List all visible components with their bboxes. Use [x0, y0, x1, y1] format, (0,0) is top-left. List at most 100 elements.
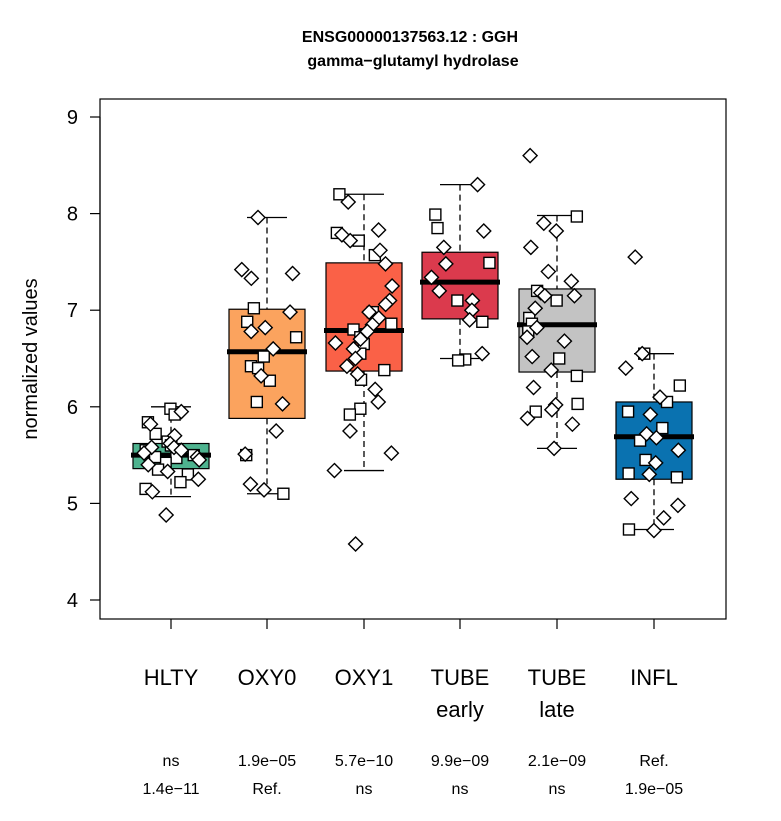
data-point-diamond — [340, 194, 357, 210]
data-point-diamond — [535, 215, 552, 232]
data-point-diamond — [627, 249, 644, 266]
data-point-diamond — [384, 278, 401, 295]
data-point-diamond — [158, 507, 175, 523]
category-label: TUBE — [431, 665, 490, 690]
data-point-square — [673, 379, 687, 392]
data-point-diamond — [136, 445, 152, 462]
data-point-diamond — [543, 362, 560, 379]
data-point-diamond — [242, 476, 259, 493]
group-oxy1 — [324, 188, 404, 629]
category-label: OXY1 — [335, 665, 394, 690]
data-point-square — [622, 467, 635, 480]
data-point-square — [529, 405, 542, 418]
data-point-square — [250, 395, 264, 409]
data-point-diamond — [140, 456, 157, 473]
data-point-diamond — [233, 261, 250, 278]
data-point-square — [656, 421, 669, 435]
data-point-square — [431, 221, 444, 235]
data-point-diamond — [284, 265, 301, 282]
data-point-square — [570, 210, 584, 223]
data-point-diamond — [474, 345, 491, 362]
y-axis-label: normalized values — [20, 278, 42, 439]
data-point-square — [174, 475, 187, 489]
data-point-diamond — [257, 319, 274, 336]
data-point-square — [571, 397, 584, 411]
data-point-diamond — [647, 454, 664, 471]
data-point-diamond — [566, 287, 583, 304]
data-point-diamond — [522, 147, 539, 164]
data-point-diamond — [525, 379, 542, 396]
data-point-diamond — [265, 340, 282, 357]
data-point-diamond — [282, 304, 299, 321]
data-point-diamond — [342, 422, 358, 439]
data-point-diamond — [142, 416, 159, 433]
data-point-diamond — [546, 440, 563, 457]
p-value-label: ns — [356, 781, 373, 798]
data-point-square — [181, 468, 195, 481]
p-value-label: Ref. — [252, 781, 281, 798]
data-point-diamond — [191, 451, 208, 468]
data-point-diamond — [556, 333, 573, 350]
data-point-diamond — [645, 522, 662, 539]
p-value-label: 1.4e−11 — [142, 781, 199, 798]
data-point-square — [277, 487, 290, 500]
p-value-label: 2.1e−09 — [528, 753, 586, 770]
data-point-diamond — [326, 462, 343, 479]
p-value-label: 9.9e−09 — [431, 753, 489, 770]
p-value-label: 1.9e−05 — [625, 781, 683, 798]
box-groups — [131, 147, 694, 629]
data-point-diamond — [253, 367, 270, 384]
y-axis: 4 5 6 7 8 9 — [67, 107, 101, 612]
category-label: HLTY — [144, 665, 199, 690]
data-point-diamond — [367, 381, 384, 398]
data-point-diamond — [527, 300, 544, 317]
data-point-diamond — [617, 360, 634, 377]
data-point-diamond — [536, 287, 553, 304]
p-value-label: 5.7e−10 — [335, 753, 393, 770]
data-point-square — [476, 315, 489, 328]
data-point-diamond — [524, 348, 541, 365]
data-point-diamond — [648, 429, 665, 446]
data-point-square — [257, 350, 270, 363]
data-point-diamond — [522, 239, 539, 256]
data-point-square — [385, 317, 398, 330]
data-point-square — [333, 188, 346, 201]
data-point-diamond — [173, 442, 190, 459]
data-point-diamond — [564, 416, 581, 433]
y-tick-label: 4 — [67, 590, 78, 612]
data-point-diamond — [338, 358, 355, 375]
data-point-diamond — [423, 269, 440, 286]
data-point-diamond — [377, 255, 394, 272]
data-point-diamond — [655, 509, 672, 526]
data-point-diamond — [243, 270, 260, 287]
data-point-diamond — [540, 263, 557, 280]
data-point-diamond — [268, 422, 285, 439]
data-point-square — [550, 294, 563, 307]
data-point-diamond — [634, 345, 651, 362]
p-value-label: 1.9e−05 — [238, 753, 296, 770]
data-point-square — [483, 256, 496, 270]
data-point-square — [343, 408, 357, 421]
category-labels: HLTY OXY0 OXY1 TUBE early TUBE late INFL — [144, 665, 678, 722]
group-oxy0 — [227, 209, 307, 629]
y-tick-label: 9 — [67, 107, 78, 129]
data-point-diamond — [652, 389, 669, 406]
data-point-diamond — [563, 273, 580, 290]
data-point-square — [570, 369, 584, 383]
y-tick-label: 8 — [67, 204, 78, 226]
data-point-diamond — [475, 222, 492, 239]
data-point-diamond — [370, 222, 387, 239]
data-point-diamond — [274, 395, 291, 412]
data-point-square — [247, 302, 261, 315]
data-point-diamond — [461, 311, 478, 328]
chart-subtitle: gamma−glutamyl hydrolase — [307, 53, 518, 70]
data-point-diamond — [528, 319, 545, 336]
category-label: TUBE — [528, 665, 587, 690]
data-point-diamond — [342, 232, 359, 249]
y-tick-label: 7 — [67, 300, 78, 322]
p-value-labels: ns 1.4e−11 1.9e−05 Ref. 5.7e−10 ns 9.9e−09 ns 2.… — [142, 753, 683, 798]
data-point-diamond — [256, 481, 273, 498]
data-point-square — [670, 471, 684, 484]
data-point-diamond — [431, 282, 448, 299]
data-point-diamond — [670, 442, 687, 459]
